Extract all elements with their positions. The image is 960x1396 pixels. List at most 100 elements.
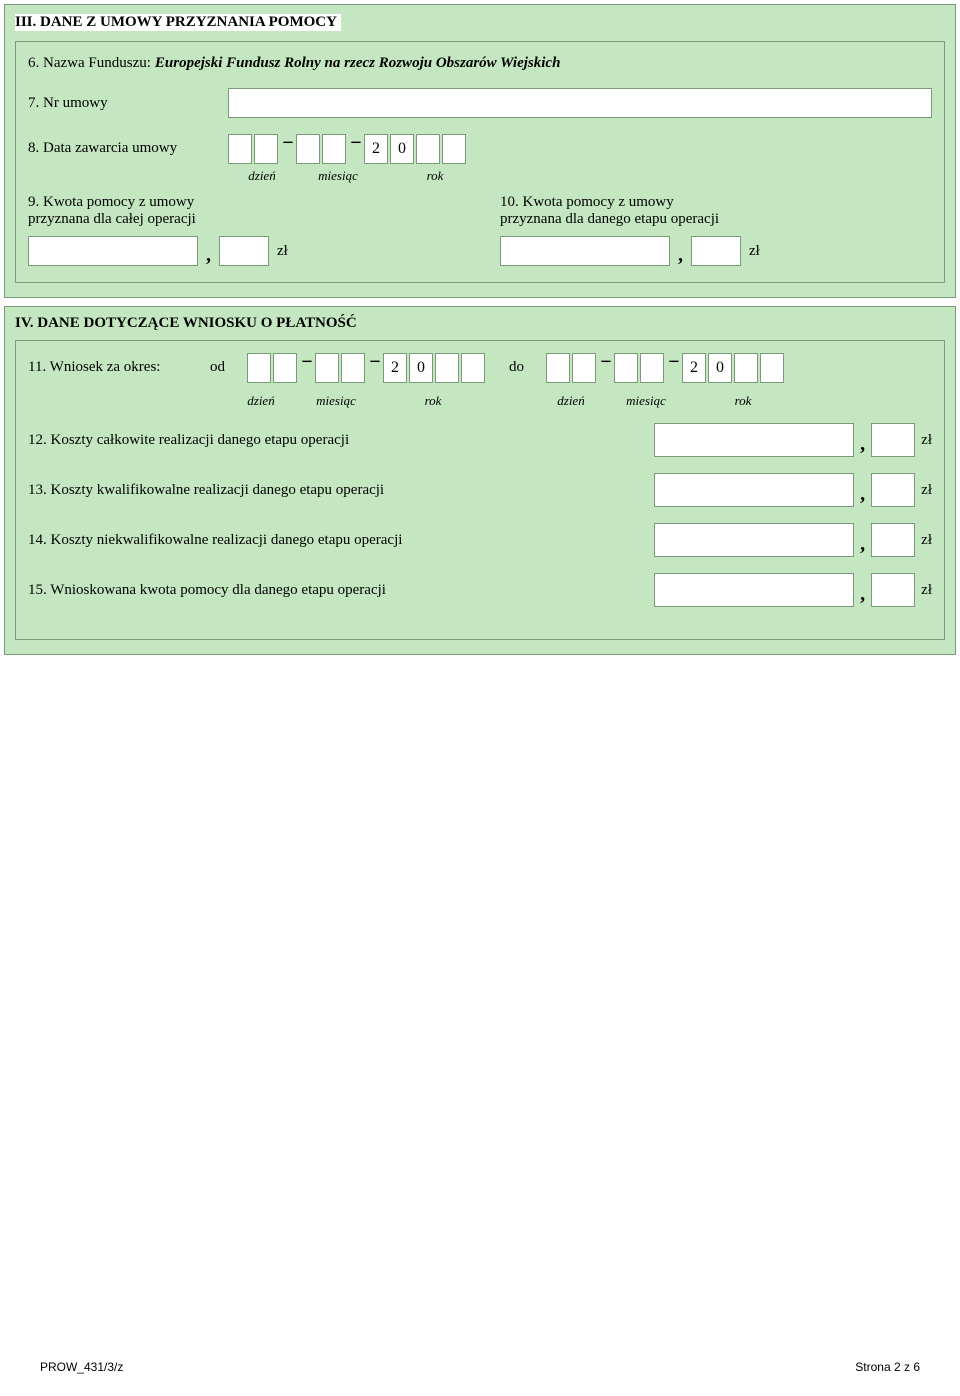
to-day-1[interactable] [546,353,570,383]
contract-date-day-2[interactable] [254,134,278,164]
amount-10-dec[interactable] [691,236,741,266]
from-day-1[interactable] [247,353,271,383]
item-11-label: 11. Wniosek za okres: [28,353,188,376]
amount-14-main[interactable] [654,523,854,557]
row-item-6: 6. Nazwa Funduszu: Europejski Fundusz Ro… [28,54,932,72]
comma: , [856,433,869,456]
to-year-3[interactable] [734,353,758,383]
item-7-label: 7. Nr umowy [28,95,198,112]
to-year-1: 2 [682,353,706,383]
section-4: IV. DANE DOTYCZĄCE WNIOSKU O PŁATNOŚĆ 11… [4,306,956,655]
to-day-sublabel: dzień [538,393,604,409]
amount-9-dec[interactable] [219,236,269,266]
amount-9-main[interactable] [28,236,198,266]
section-4-title: IV. DANE DOTYCZĄCE WNIOSKU O PŁATNOŚĆ [15,315,945,332]
from-month-sublabel: miesiąc [294,393,378,409]
to-month-1[interactable] [614,353,638,383]
amount-13-dec[interactable] [871,473,915,507]
to-month-sublabel: miesiąc [604,393,688,409]
to-label: do [509,353,524,376]
footer-left: PROW_431/3/z [40,1360,123,1374]
to-year-sublabel: rok [688,393,798,409]
section-3-inner: 6. Nazwa Funduszu: Europejski Fundusz Ro… [15,41,945,283]
amount-14-dec[interactable] [871,523,915,557]
to-day-2[interactable] [572,353,596,383]
to-year-2: 0 [708,353,732,383]
comma: , [856,533,869,556]
row-item-13: 13. Koszty kwalifikowalne realizacji dan… [28,473,932,507]
amount-15-main[interactable] [654,573,854,607]
item-6-label: 6. Nazwa Funduszu: [28,55,151,72]
item-8-label: 8. Data zawarcia umowy [28,134,198,157]
contract-date-month-2[interactable] [322,134,346,164]
item-15-amount: , zł [654,573,932,607]
amount-12-dec[interactable] [871,423,915,457]
row-item-7: 7. Nr umowy [28,88,932,118]
item-9-line1: 9. Kwota pomocy z umowy [28,194,460,211]
comma: , [856,483,869,506]
contract-date-day-1[interactable] [228,134,252,164]
item-12-label: 12. Koszty całkowite realizacji danego e… [28,432,654,449]
item-14-label: 14. Koszty niekwalifikowalne realizacji … [28,532,654,549]
item-12-amount: , zł [654,423,932,457]
contract-date-year-4[interactable] [442,134,466,164]
section-3-title: III. DANE Z UMOWY PRZYZNANIA POMOCY [15,14,341,31]
contract-number-input[interactable] [228,88,932,118]
period-sublabels: dzień miesiąc rok dzień miesiąc rok [228,393,932,409]
comma: , [674,244,687,267]
from-label: od [210,353,225,376]
period-from-block: − − 2 0 [247,353,487,383]
dash-icon: − [299,351,315,374]
dash-icon: − [348,132,364,155]
comma: , [202,244,215,267]
date-block: − − 2 0 dzień miesiąc rok [228,134,490,184]
item-13-label: 13. Koszty kwalifikowalne realizacji dan… [28,482,654,499]
item-9-block: 9. Kwota pomocy z umowy przyznana dla ca… [28,194,460,266]
currency-label: zł [921,582,932,599]
row-items-9-10: 9. Kwota pomocy z umowy przyznana dla ca… [28,194,932,266]
contract-date-year-1: 2 [364,134,388,164]
month-sublabel: miesiąc [296,168,380,184]
amount-13-main[interactable] [654,473,854,507]
dash-icon: − [666,351,682,374]
item-10-line2: przyznana dla danego etapu operacji [500,211,932,228]
from-month-1[interactable] [315,353,339,383]
from-day-2[interactable] [273,353,297,383]
amount-15-dec[interactable] [871,573,915,607]
page-footer: PROW_431/3/z Strona 2 z 6 [0,1360,960,1374]
from-year-2: 0 [409,353,433,383]
currency-label: zł [921,482,932,499]
item-9-amount: , zł [28,236,460,266]
from-year-4[interactable] [461,353,485,383]
section-4-inner: 11. Wniosek za okres: od − − 2 0 do [15,340,945,640]
item-13-amount: , zł [654,473,932,507]
from-year-3[interactable] [435,353,459,383]
row-item-12: 12. Koszty całkowite realizacji danego e… [28,423,932,457]
to-year-4[interactable] [760,353,784,383]
year-sublabel: rok [380,168,490,184]
amount-10-main[interactable] [500,236,670,266]
from-month-2[interactable] [341,353,365,383]
item-10-amount: , zł [500,236,932,266]
currency-label: zł [921,532,932,549]
contract-date-month-1[interactable] [296,134,320,164]
day-sublabel: dzień [228,168,296,184]
footer-right: Strona 2 z 6 [855,1360,920,1374]
to-month-2[interactable] [640,353,664,383]
item-15-label: 15. Wnioskowana kwota pomocy dla danego … [28,582,654,599]
amount-12-main[interactable] [654,423,854,457]
date-boxes: − − 2 0 [228,134,490,164]
dash-icon: − [280,132,296,155]
from-year-1: 2 [383,353,407,383]
from-day-sublabel: dzień [228,393,294,409]
comma: , [856,583,869,606]
date-sub-labels: dzień miesiąc rok [228,168,490,184]
contract-date-year-3[interactable] [416,134,440,164]
currency-label: zł [277,243,288,260]
row-item-8: 8. Data zawarcia umowy − − 2 0 dzień mie [28,134,932,184]
item-9-line2: przyznana dla całej operacji [28,211,460,228]
currency-label: zł [749,243,760,260]
item-10-block: 10. Kwota pomocy z umowy przyznana dla d… [500,194,932,266]
dash-icon: − [367,351,383,374]
item-14-amount: , zł [654,523,932,557]
